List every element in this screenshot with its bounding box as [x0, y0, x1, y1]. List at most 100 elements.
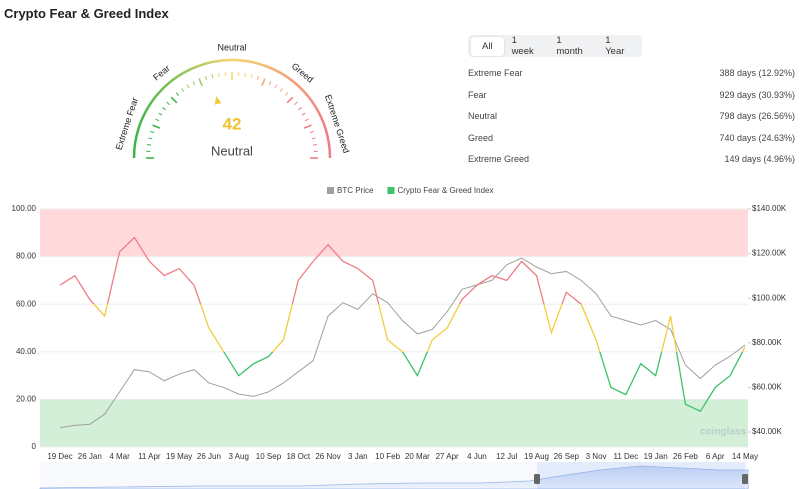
stat-value: 929 days (30.93%): [719, 89, 795, 100]
stat-value: 149 days (4.96%): [724, 154, 795, 164]
navigator-handle[interactable]: [742, 474, 748, 484]
stat-row: Greed 740 days (24.63%): [468, 133, 795, 143]
legend-swatch: [327, 187, 334, 194]
gauge-tick: [312, 144, 318, 146]
gauge-tick: [298, 107, 302, 111]
x-tick-label: 26 Feb: [673, 452, 698, 461]
x-tick-label: 14 May: [732, 452, 758, 461]
gauge-tick: [244, 72, 246, 78]
gauge-tick: [279, 88, 283, 92]
y2-tick-label: $60.00K: [752, 383, 782, 392]
gauge-arc: [132, 58, 332, 159]
gauge-label: Fear: [151, 63, 172, 83]
x-tick-label: 3 Nov: [586, 452, 607, 461]
y2-tick-label: $100.00K: [752, 293, 787, 302]
gauge-tick: [198, 78, 203, 87]
range-tabs: All 1 week 1 month 1 Year: [468, 35, 642, 57]
x-tick-label: 27 Apr: [436, 452, 459, 461]
stat-row: Extreme Greed 149 days (4.96%): [468, 154, 795, 164]
stat-label: Fear: [468, 89, 487, 100]
y-tick-label: 100.00: [12, 204, 37, 213]
watermark: coinglass: [700, 427, 747, 438]
x-tick-label: 19 Aug: [524, 452, 549, 461]
gauge-status: Neutral: [211, 143, 253, 158]
gauge-tick: [284, 92, 289, 96]
gauge-tick: [256, 76, 260, 81]
x-tick-label: 11 Dec: [613, 452, 638, 461]
navigator-selection[interactable]: [537, 462, 745, 489]
gauge-tick: [250, 74, 253, 79]
x-tick-label: 4 Mar: [109, 452, 130, 461]
gauge-tick: [166, 101, 170, 106]
x-tick-label: 3 Aug: [228, 452, 248, 461]
stat-label: Extreme Greed: [468, 154, 530, 164]
legend-label: Crypto Fear & Greed Index: [397, 186, 493, 195]
gauge-tick: [286, 96, 294, 104]
navigator-bg: [40, 462, 748, 489]
x-tick-label: 19 Jan: [644, 452, 668, 461]
x-tick-label: 18 Oct: [286, 452, 310, 461]
stat-label: Greed: [468, 132, 494, 143]
gauge-label: Neutral: [217, 42, 246, 52]
gauge-label: Greed: [290, 61, 316, 85]
y2-tick-label: $80.00K: [752, 338, 782, 347]
y-tick-label: 40.00: [16, 347, 37, 356]
gauge-tick: [304, 118, 309, 122]
gauge-tick: [150, 130, 155, 134]
x-tick-label: 19 Dec: [47, 452, 72, 461]
gauge-tick: [204, 76, 208, 81]
gauge-tick: [268, 81, 272, 86]
x-tick-label: 26 Jan: [78, 452, 102, 461]
y2-tick-label: $40.00K: [752, 427, 782, 436]
x-tick-label: 3 Jan: [348, 452, 368, 461]
navigator-area: [39, 465, 749, 489]
zone-band: [40, 399, 748, 447]
gauge-tick: [211, 74, 214, 79]
gauge-tick: [218, 72, 220, 78]
series-line: [59, 236, 746, 413]
y2-tick-label: $120.00K: [752, 249, 787, 258]
stat-label: Extreme Fear: [468, 68, 523, 78]
gauge-tick: [152, 124, 161, 129]
x-tick-label: 10 Sep: [256, 452, 282, 461]
x-tick-label: 12 Jul: [496, 452, 518, 461]
legend-label: BTC Price: [337, 186, 374, 195]
y-tick-label: 20.00: [16, 395, 37, 404]
y-tick-label: 60.00: [16, 299, 37, 308]
gauge-tick: [311, 137, 316, 140]
stat-value: 388 days (12.92%): [719, 68, 795, 78]
gauge-tick: [303, 124, 312, 129]
tab[interactable]: 1 month: [556, 35, 583, 57]
x-tick-label: 6 Apr: [706, 452, 725, 461]
x-tick-label: 20 Mar: [405, 452, 430, 461]
tab[interactable]: 1 Year: [605, 35, 625, 57]
navigator-handle[interactable]: [534, 474, 540, 484]
navigator: [39, 462, 749, 489]
gauge-label: Extreme Fear: [114, 96, 140, 151]
gauge-tick: [146, 144, 152, 146]
x-tick-label: 26 Sep: [554, 452, 580, 461]
legend-swatch: [387, 187, 395, 194]
stat-label: Neutral: [468, 111, 498, 121]
gauge-tick: [158, 112, 163, 116]
stat-row: Extreme Fear 388 days (12.92%): [468, 68, 795, 78]
gauge-tick: [181, 88, 185, 92]
gauge-tick: [155, 118, 160, 122]
gauge-tick: [192, 81, 196, 86]
gauge-pointer: [214, 96, 222, 105]
tab[interactable]: All: [471, 36, 504, 56]
gauge-tick: [261, 78, 266, 87]
y2-tick-label: $140.00K: [752, 204, 787, 213]
stat-row: Fear 929 days (30.93%): [468, 90, 795, 100]
gauge-tick: [175, 92, 180, 96]
gauge-tick: [294, 101, 298, 106]
x-tick-label: 26 Nov: [315, 452, 340, 461]
gauge-tick: [186, 84, 190, 89]
zone-band: [40, 209, 748, 257]
gauge-tick: [309, 130, 314, 134]
tab[interactable]: 1 week: [511, 35, 534, 57]
gauge-label: Extreme Greed: [323, 93, 351, 154]
x-tick-label: 10 Feb: [375, 452, 400, 461]
y-tick-label: 0: [32, 442, 37, 451]
